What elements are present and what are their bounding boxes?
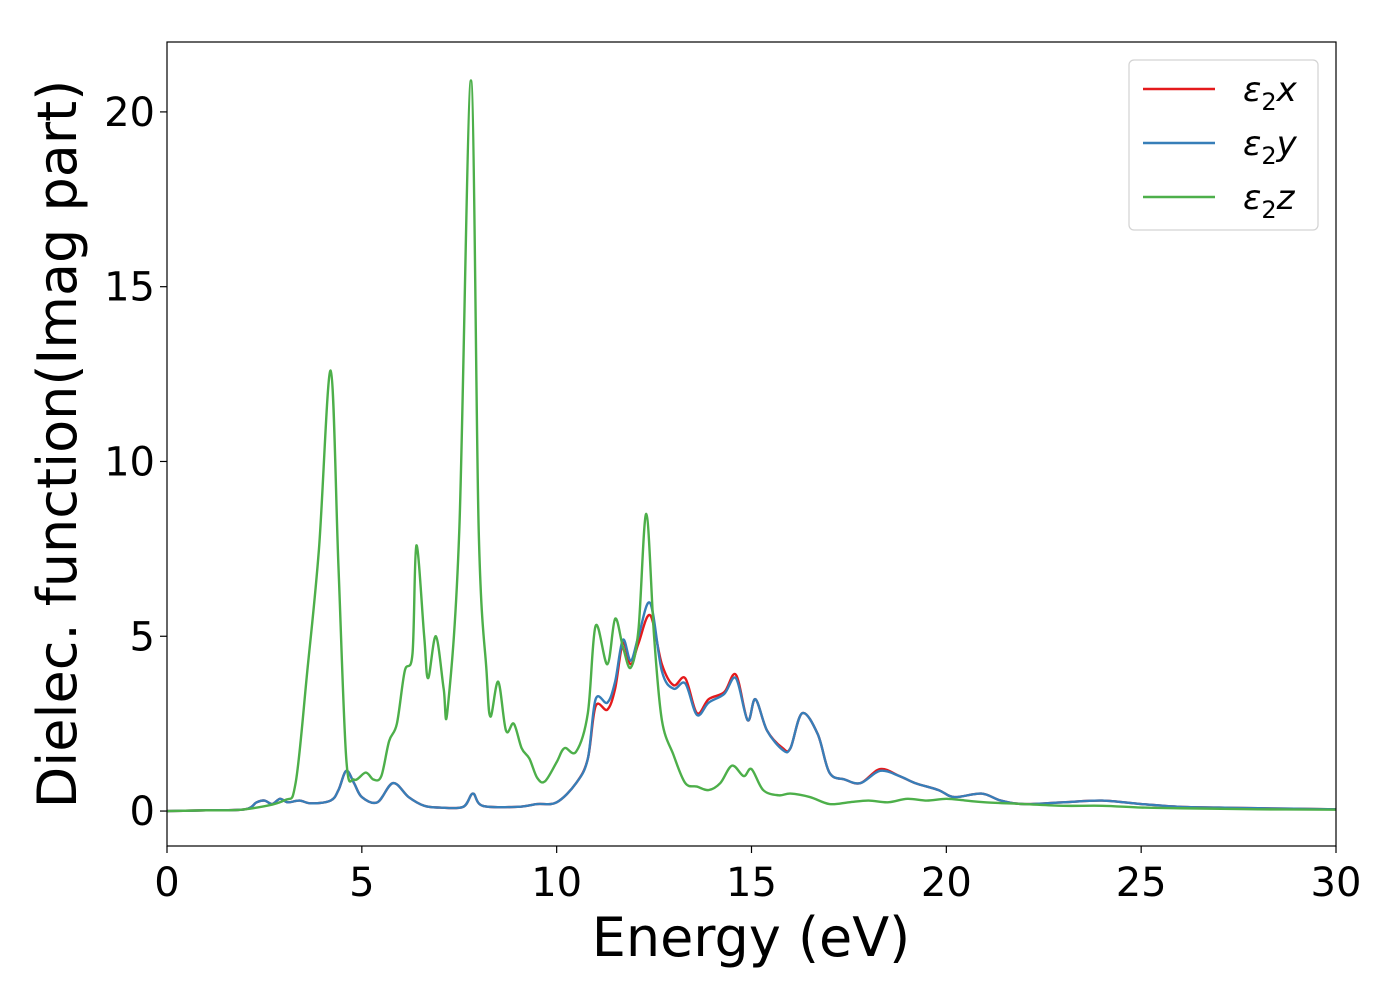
legend-label-subscript: 2 — [1261, 196, 1276, 224]
legend-label-subscript: 2 — [1261, 142, 1276, 170]
y-tick-label: 15 — [104, 265, 155, 311]
x-tick-label: 5 — [349, 860, 374, 906]
legend-label-suffix: y — [1276, 124, 1298, 164]
legend-label-x: ε2x — [1243, 70, 1298, 116]
series-layer — [167, 79, 1336, 813]
legend-label-base: ε — [1243, 178, 1261, 218]
legend-label-base: ε — [1243, 124, 1261, 164]
x-tick-label: 0 — [154, 860, 179, 906]
y-axis: 0 5 10 15 20 — [104, 90, 167, 835]
x-tick-label: 30 — [1311, 860, 1362, 906]
legend-label-z: ε2z — [1243, 178, 1296, 224]
series-line-z — [167, 79, 1336, 813]
y-tick-label: 10 — [104, 439, 155, 485]
legend-label-subscript: 2 — [1261, 88, 1276, 116]
legend-label-base: ε — [1243, 70, 1261, 110]
y-tick-label: 5 — [130, 614, 155, 660]
legend-label-y: ε2y — [1243, 124, 1298, 170]
legend-box — [1128, 59, 1319, 231]
x-tick-label: 15 — [726, 860, 777, 906]
x-tick-label: 25 — [1116, 860, 1167, 906]
y-axis-label: Dielec. function(Imag part) — [26, 80, 89, 809]
x-tick-label: 10 — [531, 860, 582, 906]
x-axis: 0 5 10 15 20 25 30 — [154, 846, 1361, 906]
x-axis-label: Energy (eV) — [592, 906, 911, 969]
y-tick-label: 0 — [130, 789, 155, 835]
series-line-y — [167, 601, 1336, 813]
legend-label-suffix: z — [1276, 178, 1296, 218]
y-tick-label: 20 — [104, 90, 155, 136]
x-tick-label: 20 — [921, 860, 972, 906]
legend-label-suffix: x — [1276, 70, 1298, 110]
